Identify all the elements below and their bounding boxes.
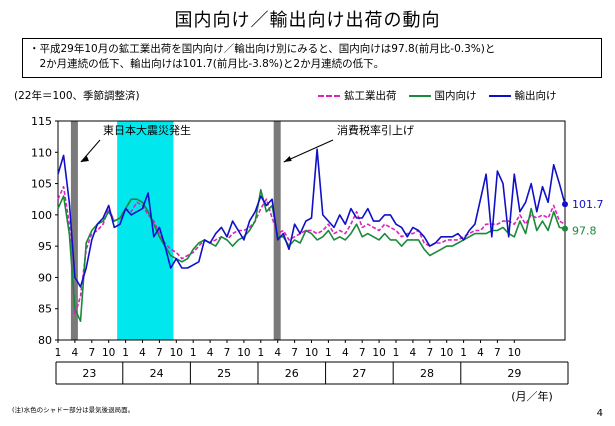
year-label: 27 bbox=[352, 367, 366, 380]
y-tick-label: 105 bbox=[31, 178, 52, 191]
legend-swatch-mining bbox=[318, 94, 340, 97]
page-title: 国内向け／輸出向け出荷の動向 bbox=[174, 10, 441, 31]
recession-shade bbox=[117, 121, 174, 340]
annotation-arrow-earthquake bbox=[80, 139, 101, 163]
end-label-export: 101.7 bbox=[572, 198, 604, 211]
end-marker-domestic bbox=[562, 225, 568, 232]
x-tick-label: 1 bbox=[55, 347, 62, 359]
x-tick-label: 10 bbox=[508, 347, 521, 359]
x-tick-label: 4 bbox=[274, 347, 281, 359]
end-label-domestic: 97.8 bbox=[572, 225, 597, 238]
unit-label: (22年＝100、季節調整済) bbox=[14, 90, 140, 102]
x-tick-label: 10 bbox=[440, 347, 453, 359]
x-tick-label: 1 bbox=[460, 347, 467, 359]
x-tick-label: 7 bbox=[224, 347, 231, 359]
arrowhead-earthquake bbox=[80, 156, 89, 162]
series-line-mining bbox=[57, 185, 566, 316]
legend-label-domestic: 国内向け bbox=[434, 90, 477, 102]
y-tick-label: 80 bbox=[38, 334, 52, 347]
x-tick-label: 7 bbox=[426, 347, 433, 359]
x-tick-label: 4 bbox=[139, 347, 146, 359]
end-marker-export bbox=[562, 201, 568, 208]
year-label: 28 bbox=[420, 367, 434, 380]
footnote: (注)水色のシャドー部分は景気後退局面。 bbox=[12, 406, 135, 414]
annotation-earthquake: 東日本大震災発生 bbox=[103, 123, 191, 137]
y-tick-label: 85 bbox=[38, 303, 52, 316]
x-tick-label: 7 bbox=[88, 347, 95, 359]
y-tick-label: 115 bbox=[31, 115, 52, 128]
legend-item-domestic: 国内向け bbox=[408, 88, 477, 103]
year-label: 25 bbox=[217, 367, 231, 380]
year-label: 23 bbox=[82, 367, 96, 380]
x-tick-label: 7 bbox=[291, 347, 298, 359]
x-tick-label: 4 bbox=[207, 347, 214, 359]
year-label: 24 bbox=[150, 367, 164, 380]
x-tick-label: 4 bbox=[72, 347, 79, 359]
x-tick-label: 7 bbox=[156, 347, 163, 359]
series-line-export bbox=[57, 148, 566, 288]
page-number: 4 bbox=[596, 408, 603, 419]
legend-label-mining: 鉱工業出荷 bbox=[344, 90, 397, 102]
x-tick-label: 4 bbox=[477, 347, 484, 359]
legend-swatch-export bbox=[488, 94, 511, 97]
annotation-tax: 消費税率引上げ bbox=[337, 123, 414, 137]
x-tick-label: 4 bbox=[342, 347, 349, 359]
annotation-arrow-tax bbox=[283, 139, 334, 163]
summary-box: ・平成29年10月の鉱工業出荷を国内向け／輸出向け別にみると、国内向けは97.8… bbox=[22, 38, 602, 78]
arrowhead-tax bbox=[283, 156, 292, 162]
chart-legend: 鉱工業出荷 国内向け 輸出向け bbox=[318, 88, 557, 103]
x-tick-label: 1 bbox=[393, 347, 400, 359]
year-label: 26 bbox=[285, 367, 299, 380]
x-axis-label: (月／年) bbox=[511, 389, 553, 403]
x-tick-label: 10 bbox=[305, 347, 318, 359]
year-label: 29 bbox=[507, 367, 521, 380]
summary-line-2: 2か月連続の低下、輸出向けは101.7(前月比-3.8%)と2か月連続の低下。 bbox=[29, 58, 385, 70]
x-tick-label: 10 bbox=[372, 347, 385, 359]
y-tick-label: 95 bbox=[38, 240, 52, 253]
x-tick-label: 1 bbox=[122, 347, 129, 359]
x-tick-label: 7 bbox=[494, 347, 501, 359]
legend-item-export: 輸出向け bbox=[488, 88, 557, 103]
y-tick-label: 90 bbox=[38, 271, 52, 284]
x-tick-label: 1 bbox=[257, 347, 264, 359]
series-line-domestic bbox=[57, 189, 566, 323]
x-tick-label: 10 bbox=[237, 347, 250, 359]
event-bar-1 bbox=[70, 121, 78, 340]
x-tick-label: 4 bbox=[410, 347, 417, 359]
legend-label-export: 輸出向け bbox=[514, 90, 557, 102]
x-tick-label: 10 bbox=[170, 347, 183, 359]
x-tick-label: 10 bbox=[102, 347, 115, 359]
y-tick-label: 110 bbox=[31, 146, 52, 159]
x-tick-label: 7 bbox=[359, 347, 366, 359]
x-tick-label: 1 bbox=[325, 347, 332, 359]
legend-swatch-domestic bbox=[408, 94, 431, 97]
y-tick-label: 100 bbox=[31, 209, 52, 222]
summary-line-1: ・平成29年10月の鉱工業出荷を国内向け／輸出向け別にみると、国内向けは97.8… bbox=[29, 43, 496, 55]
x-tick-label: 1 bbox=[190, 347, 197, 359]
legend-item-mining: 鉱工業出荷 bbox=[318, 88, 397, 103]
